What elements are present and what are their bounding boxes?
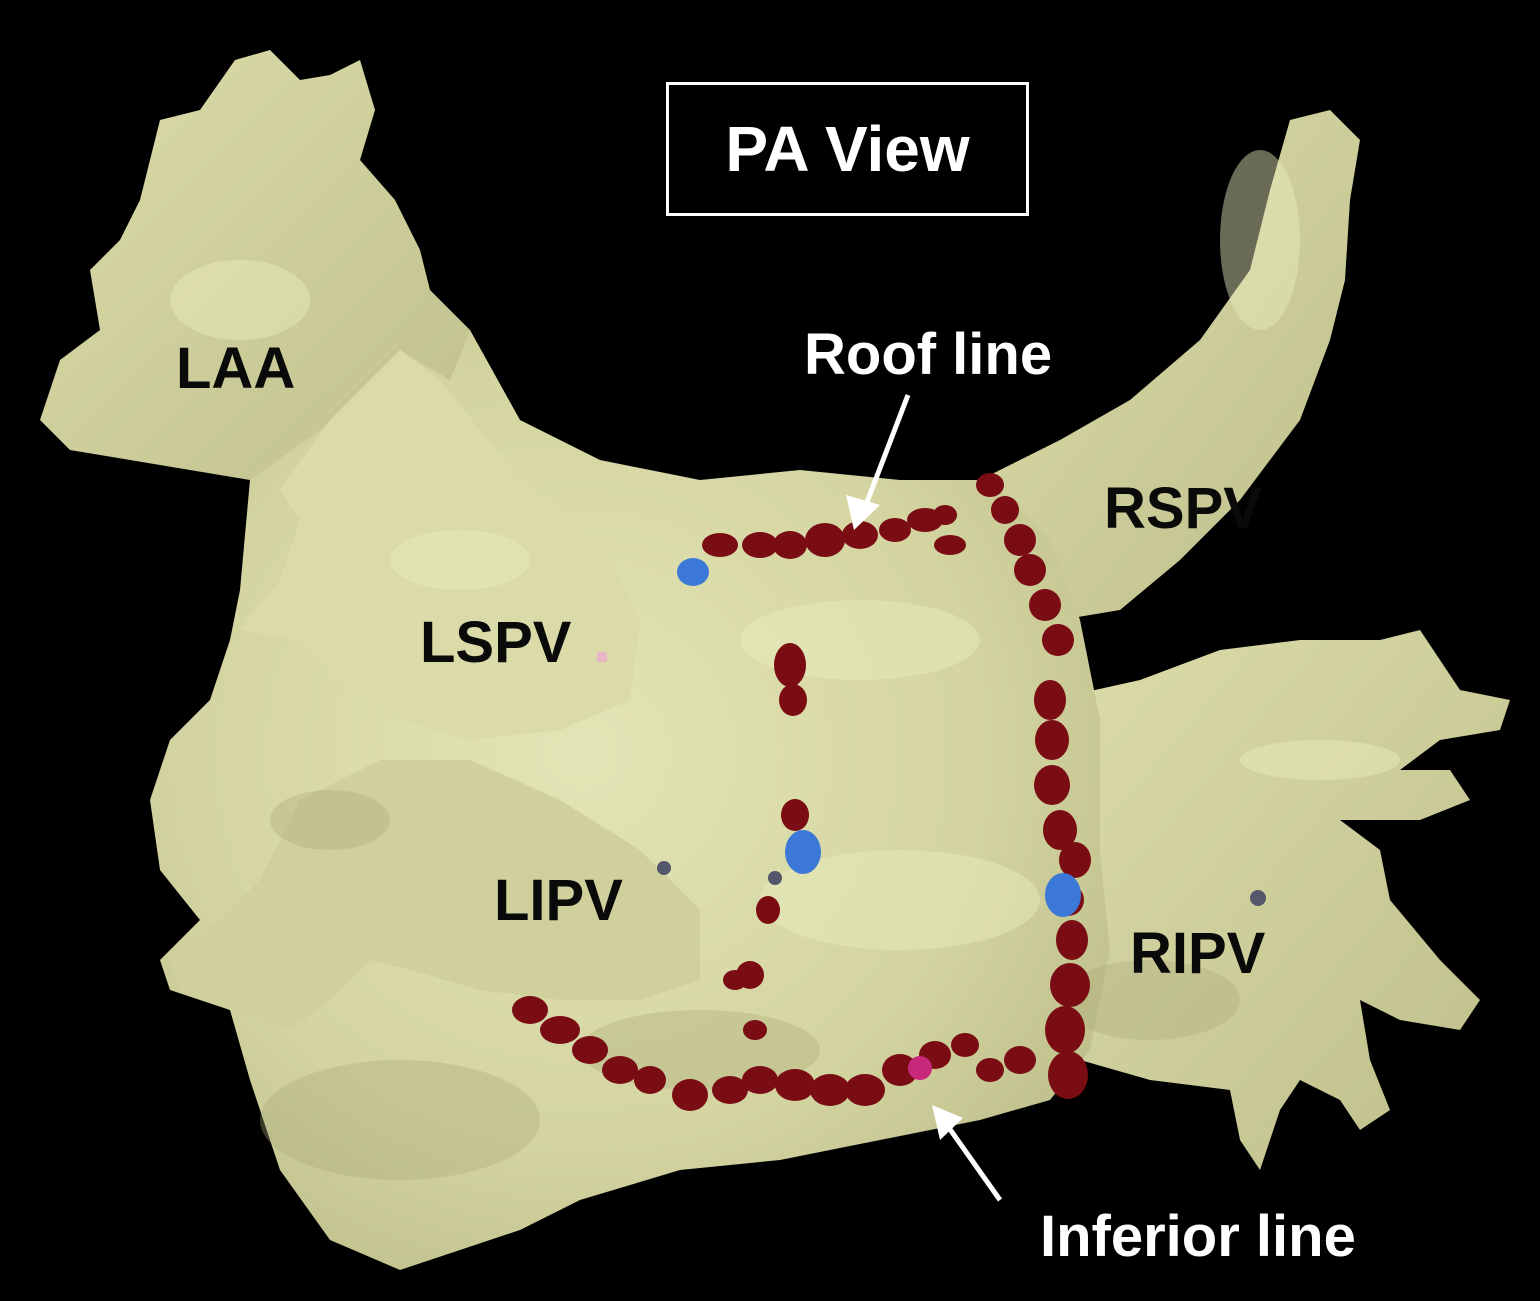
marker-blue-roof	[677, 558, 709, 586]
ripv-structure	[1050, 630, 1510, 1170]
rspv-label: RSPV	[1104, 476, 1262, 541]
lspv-label: LSPV	[420, 610, 572, 675]
view-title: PA View	[725, 113, 970, 185]
marker-blue-center	[785, 830, 821, 874]
roof-line-label: Roof line	[804, 322, 1053, 387]
roof-line-arrow	[859, 394, 911, 516]
inferior-line-arrow	[939, 1116, 1003, 1202]
marker-blue-right	[1045, 873, 1081, 917]
laa-label: LAA	[176, 336, 296, 401]
lipv-structure	[170, 760, 700, 1030]
catheter-markers	[597, 558, 1266, 1080]
marker-grey-center	[768, 871, 782, 885]
roof-line-arrowhead	[846, 495, 880, 530]
inferior-line-label: Inferior line	[1040, 1204, 1356, 1269]
surface-texture	[170, 150, 1400, 950]
marker-magenta-inferior	[908, 1056, 932, 1080]
inferior-line-arrowhead	[932, 1105, 963, 1140]
view-title-box: PA View	[666, 82, 1029, 216]
lspv-structure	[240, 350, 640, 740]
marker-grey-ripv	[1250, 890, 1266, 906]
marker-pink-lspv	[597, 652, 607, 662]
ablation-lesions	[512, 473, 1091, 1111]
lipv-label: LIPV	[494, 868, 623, 933]
rspv-structure	[980, 110, 1360, 620]
ripv-label: RIPV	[1130, 921, 1266, 986]
marker-grey-lipv	[657, 861, 671, 875]
annotation-arrows	[846, 394, 1003, 1202]
